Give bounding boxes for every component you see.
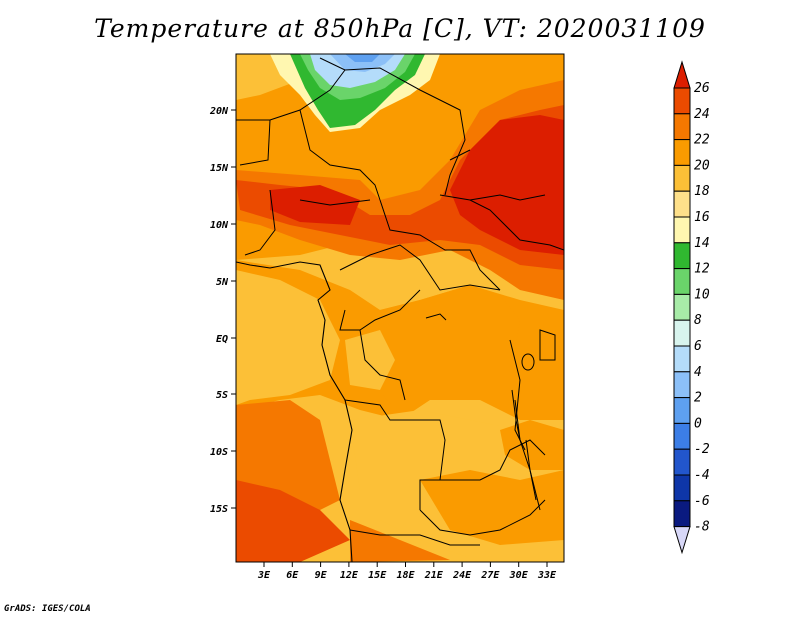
lon-tick-label: 12E [340,570,359,581]
colorbar-label: 4 [694,365,702,380]
colorbar-label: 18 [694,184,710,199]
colorbar-swatch [673,500,691,528]
map-frame [235,53,565,563]
colorbar-label: 12 [694,262,710,277]
lat-tick-label: 5N [216,277,229,288]
colorbar-label: 6 [694,339,702,354]
coastline [236,261,353,562]
lon-tick-label: 18E [396,570,415,581]
colorbar-label: 10 [694,287,710,302]
lon-tick-label: 3E [257,570,271,581]
lon-tick-label: 33E [537,570,557,581]
colorbar-label: 2 [694,391,702,406]
lat-tick-label: 10S [210,447,228,458]
temperature-field [236,54,564,562]
lakes [425,313,537,501]
lon-tick-label: 27E [480,570,500,581]
colorbar-swatch [673,422,691,450]
colorbar-label: 20 [694,158,710,173]
lon-tick-label: 24E [452,570,472,581]
colorbar-label: 22 [694,133,710,148]
colorbar-label: 26 [694,81,710,96]
colorbar-label: -2 [694,442,710,457]
lat-tick-label: EQ [216,334,228,345]
lon-tick-label: 6E [286,570,299,581]
colorbar-label: 14 [694,236,710,251]
colorbar-label: 16 [694,210,710,225]
colorbar-swatch [673,113,691,141]
colorbar-swatch [673,87,691,115]
colorbar-label: 24 [694,107,710,122]
lon-tick-label: 30E [509,570,529,581]
colorbar-label: 0 [694,416,702,431]
colorbar-over-triangle [673,60,691,89]
colorbar-swatch [673,139,691,166]
lat-tick-label: 10N [210,220,229,231]
colorbar-swatch [673,293,691,321]
colorbar-label: -4 [694,468,710,483]
lat-tick-label: 15N [210,163,229,174]
lat-tick-label: 20N [209,106,229,117]
latitude-axis: 20N 15N 10N 5N EQ 5S 10S 15S [209,106,236,515]
colorbar-swatch [673,242,691,270]
map-title: Temperature at 850hPa [C], VT: 202003110… [94,14,706,43]
colorbar-swatch [673,371,691,399]
colorbar-swatch [673,268,691,295]
colorbar-swatch [673,345,691,373]
colorbar-swatch [673,164,691,192]
colorbar-label: -6 [694,494,710,509]
lon-tick-label: 15E [368,570,387,581]
credit-label: GrADS: IGES/COLA [4,604,91,614]
lon-tick-label: 21E [424,570,444,581]
longitude-axis: 3E 6E 9E 12E 15E 18E 21E 24E 27E 30E 33E [257,562,557,581]
colorbar-swatch [673,319,691,347]
colorbar-label: 8 [694,313,702,328]
colorbar-under-triangle [673,526,691,555]
country-borders [236,57,564,546]
colorbar-swatch [673,190,691,218]
colorbar-swatch [673,216,691,244]
colorbar-swatch [673,448,691,476]
colorbar-label: -8 [694,520,710,535]
lon-tick-label: 9E [315,570,328,581]
lat-tick-label: 5S [216,390,228,401]
colorbar-swatch [673,397,691,424]
lat-tick-label: 15S [210,504,228,515]
colorbar-swatch [673,474,691,502]
